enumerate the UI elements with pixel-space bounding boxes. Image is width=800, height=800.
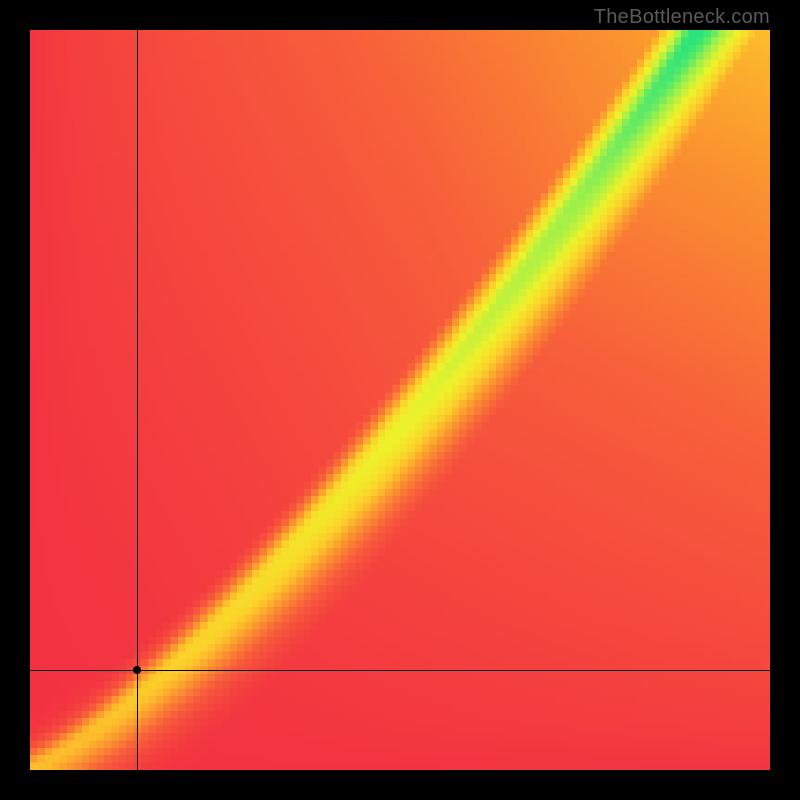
- selection-marker: [133, 666, 141, 674]
- crosshair-vertical: [137, 30, 138, 770]
- bottleneck-heatmap: [30, 30, 770, 770]
- plot-area: [30, 30, 770, 770]
- watermark-text: TheBottleneck.com: [594, 6, 770, 29]
